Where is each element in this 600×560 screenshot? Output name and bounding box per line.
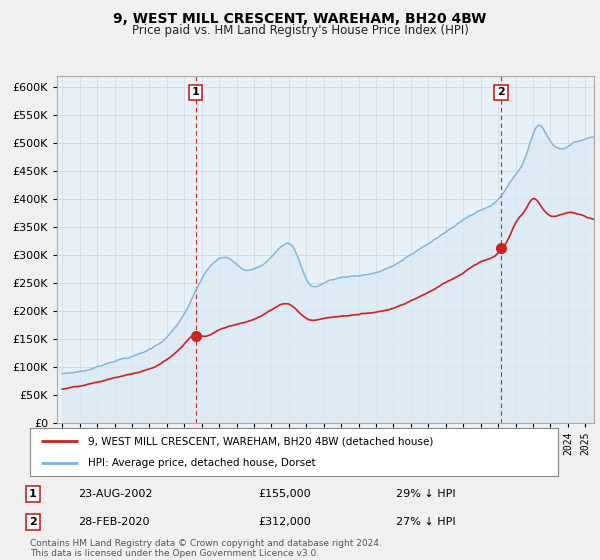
Text: 23-AUG-2002: 23-AUG-2002 xyxy=(78,489,152,499)
Text: 9, WEST MILL CRESCENT, WAREHAM, BH20 4BW: 9, WEST MILL CRESCENT, WAREHAM, BH20 4BW xyxy=(113,12,487,26)
Text: 27% ↓ HPI: 27% ↓ HPI xyxy=(396,517,455,528)
Text: 1: 1 xyxy=(191,87,199,97)
Text: 1: 1 xyxy=(29,489,37,499)
Text: 28-FEB-2020: 28-FEB-2020 xyxy=(78,517,149,528)
Text: HPI: Average price, detached house, Dorset: HPI: Average price, detached house, Dors… xyxy=(88,458,316,468)
Text: Price paid vs. HM Land Registry's House Price Index (HPI): Price paid vs. HM Land Registry's House … xyxy=(131,24,469,37)
Text: Contains HM Land Registry data © Crown copyright and database right 2024.
This d: Contains HM Land Registry data © Crown c… xyxy=(30,539,382,558)
Text: 29% ↓ HPI: 29% ↓ HPI xyxy=(396,489,455,499)
Text: £312,000: £312,000 xyxy=(258,517,311,528)
Text: 2: 2 xyxy=(497,87,505,97)
Text: 2: 2 xyxy=(29,517,37,528)
Text: 9, WEST MILL CRESCENT, WAREHAM, BH20 4BW (detached house): 9, WEST MILL CRESCENT, WAREHAM, BH20 4BW… xyxy=(88,436,433,446)
Text: £155,000: £155,000 xyxy=(258,489,311,499)
